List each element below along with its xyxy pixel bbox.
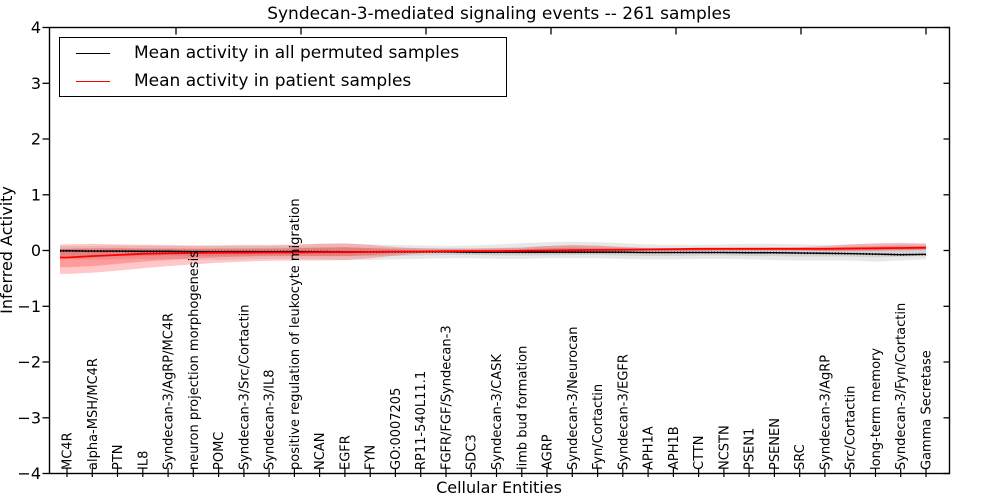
legend-item-patient: Mean activity in patient samples (60, 68, 506, 94)
patient-band-inner (60, 245, 926, 268)
x-category-label: Syndecan-3/Neurocan (566, 327, 581, 470)
axes: 4 3 2 1 0 −1 −2 −3 −4 (17, 18, 951, 483)
x-category-label: APH1B (667, 426, 682, 470)
y-tick-label: −3 (17, 408, 41, 427)
x-category-label: GO:0007205 (389, 388, 404, 470)
x-category-label: NCSTN (717, 425, 732, 470)
x-category-label: PSEN1 (743, 428, 758, 470)
x-category-label: limb bud formation (515, 346, 530, 470)
y-axis-label: Inferred Activity (0, 186, 16, 314)
x-category-label: FYN (364, 445, 379, 470)
x-category-label: EGFR (338, 435, 353, 470)
x-category-label: NCAN (313, 433, 328, 470)
x-category-label: alpha-MSH/MC4R (86, 358, 101, 470)
x-category-label: Syndecan-3/Fyn/Cortactin (894, 303, 909, 470)
y-tick-label: −2 (17, 353, 41, 372)
x-category-label: Gamma Secretase (920, 350, 935, 470)
x-category-label: Fyn/Cortactin (591, 384, 606, 470)
patient-band-outer (60, 242, 926, 274)
x-category-label: Syndecan-3/AgRP/MC4R (162, 313, 177, 470)
x-category-label: AGRP (541, 434, 556, 470)
x-category-label: Src/Cortactin (844, 386, 859, 470)
x-category-label: CTTN (692, 436, 707, 470)
chart-title: Syndecan-3-mediated signaling events -- … (267, 4, 731, 24)
x-category-label: PTN (111, 444, 126, 470)
y-tick-label: 0 (31, 241, 41, 260)
x-category-label: POMC (212, 432, 227, 470)
x-category-label: long-term memory (869, 348, 884, 470)
x-category-label: Syndecan-3/AgRP (818, 355, 833, 470)
patient-line-swatch (76, 80, 110, 82)
x-category-label: APH1A (642, 426, 657, 470)
legend-label-patient: Mean activity in patient samples (134, 71, 412, 91)
x-category-label: Syndecan-3/EGFR (616, 354, 631, 470)
x-category-label: positive regulation of leukocyte migrati… (288, 198, 303, 470)
y-tick-label: 4 (31, 18, 41, 37)
y-tick-label: 1 (31, 185, 41, 204)
x-axis-label: Cellular Entities (436, 478, 562, 497)
x-category-label: Syndecan-3/CASK (490, 354, 505, 470)
patient-mean-line (60, 246, 927, 259)
legend-label-permuted: Mean activity in all permuted samples (134, 43, 460, 63)
permuted-mean-line (60, 250, 927, 256)
x-category-label: SDC3 (465, 434, 480, 470)
y-tick-label: −4 (17, 464, 41, 483)
legend: Mean activity in all permuted samples Me… (59, 37, 507, 97)
x-category-label: Syndecan-3/IL8 (263, 370, 278, 470)
x-category-label: IL8 (136, 451, 151, 470)
legend-item-permuted: Mean activity in all permuted samples (60, 40, 506, 66)
category-labels: MC4R alpha-MSH/MC4R PTN IL8 Syndecan-3/AgRP/… (61, 198, 935, 470)
x-category-label: PSENEN (768, 418, 783, 470)
y-tick-label: −1 (17, 297, 41, 316)
y-tick-label: 2 (31, 130, 41, 149)
x-category-label: SRC (793, 444, 808, 470)
x-category-label: Syndecan-3/Src/Cortactin (237, 304, 252, 470)
y-tick-label: 3 (31, 74, 41, 93)
x-category-label: MC4R (61, 432, 76, 470)
x-category-label: neuron projection morphogenesis (187, 251, 202, 470)
x-category-label: FGFR/FGF/Syndecan-3 (440, 325, 455, 470)
series-lines (60, 246, 927, 259)
permuted-line-swatch (76, 52, 110, 54)
x-category-label: RP11-540L11.1 (414, 371, 429, 470)
